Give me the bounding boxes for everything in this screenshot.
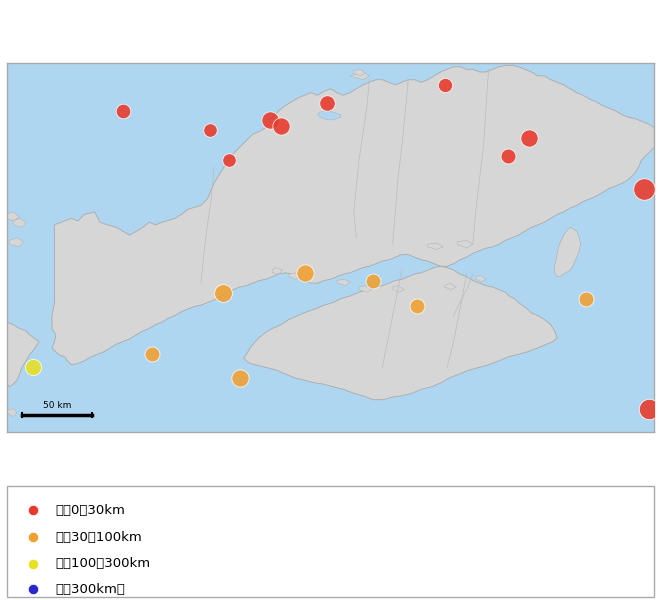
- Point: [264, 115, 275, 125]
- Point: [524, 133, 534, 143]
- Polygon shape: [7, 409, 17, 416]
- Point: [503, 151, 514, 161]
- Point: [224, 155, 235, 165]
- Point: [118, 106, 128, 116]
- Text: 深さ0～30km: 深さ0～30km: [55, 504, 125, 517]
- Polygon shape: [52, 65, 654, 365]
- Polygon shape: [476, 275, 486, 282]
- Point: [321, 98, 332, 108]
- Point: [412, 302, 422, 311]
- Polygon shape: [7, 322, 39, 387]
- Point: [27, 362, 38, 372]
- Point: [27, 532, 38, 542]
- Polygon shape: [317, 111, 341, 120]
- Polygon shape: [350, 72, 369, 80]
- Polygon shape: [393, 286, 405, 292]
- Polygon shape: [337, 279, 350, 286]
- Polygon shape: [289, 273, 301, 279]
- Point: [639, 184, 649, 193]
- Point: [147, 350, 157, 359]
- Point: [205, 125, 215, 135]
- Polygon shape: [13, 218, 26, 227]
- Polygon shape: [457, 241, 473, 248]
- Point: [27, 584, 38, 594]
- Polygon shape: [9, 238, 23, 247]
- Point: [235, 373, 245, 383]
- Point: [644, 404, 654, 413]
- Point: [27, 559, 38, 569]
- Text: 深ぎ30～100km: 深ぎ30～100km: [55, 530, 142, 544]
- Text: 深ぎ100～300km: 深ぎ100～300km: [55, 557, 150, 570]
- Point: [217, 289, 228, 298]
- Point: [299, 268, 310, 278]
- Point: [27, 506, 38, 515]
- Point: [368, 276, 379, 286]
- Polygon shape: [555, 227, 580, 277]
- Polygon shape: [244, 266, 557, 400]
- Point: [439, 80, 449, 90]
- Text: 50 km: 50 km: [43, 401, 71, 410]
- Text: 深ぎ300km～: 深ぎ300km～: [55, 583, 125, 596]
- Polygon shape: [359, 286, 372, 292]
- Point: [580, 294, 591, 304]
- Polygon shape: [272, 268, 282, 274]
- Point: [276, 122, 287, 131]
- Polygon shape: [444, 283, 456, 290]
- Polygon shape: [428, 243, 444, 250]
- Polygon shape: [7, 212, 20, 221]
- Polygon shape: [354, 70, 366, 76]
